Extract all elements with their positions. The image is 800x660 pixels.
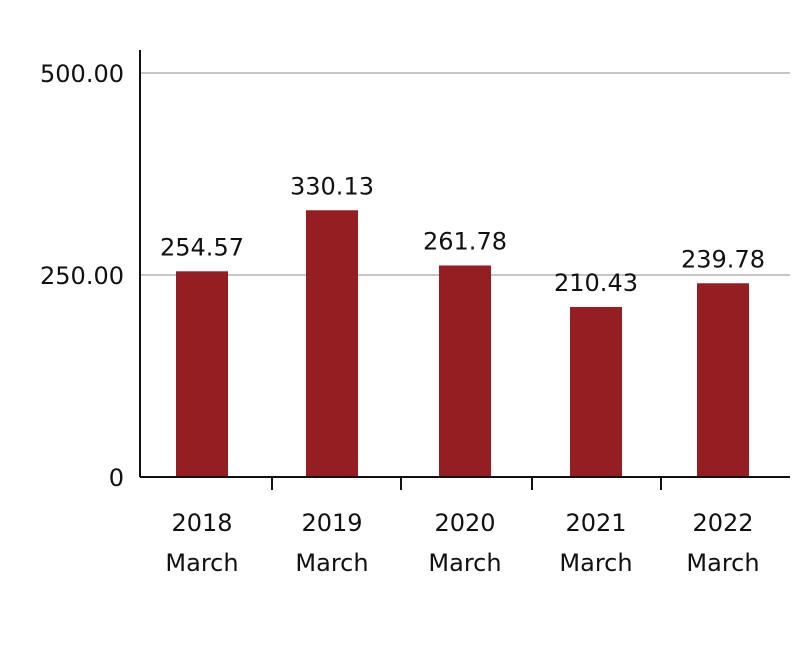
x-tick-label: March (686, 549, 759, 577)
axes (139, 50, 790, 490)
bar (176, 271, 228, 477)
bar (306, 210, 358, 478)
data-label: 210.43 (554, 269, 638, 297)
data-label: 330.13 (290, 172, 374, 200)
data-label: 254.57 (160, 233, 244, 261)
y-tick-label: 250.00 (40, 262, 124, 290)
data-label: 239.78 (681, 245, 765, 273)
x-tick-label: March (165, 549, 238, 577)
x-tick-label: 2020 (434, 509, 495, 537)
x-tick-label: 2019 (301, 509, 362, 537)
bar (439, 265, 491, 477)
labels: 0 250.00 500.00 254.57 330.13 261.78 210.43 239… (40, 60, 765, 577)
y-tick-label: 500.00 (40, 60, 124, 88)
y-tick-label: 0 (109, 464, 124, 492)
x-tick-label: March (428, 549, 501, 577)
bar (570, 306, 622, 477)
x-tick-label: 2022 (692, 509, 753, 537)
x-tick-label: 2018 (171, 509, 232, 537)
x-tick-label: 2021 (565, 509, 626, 537)
bars (176, 210, 749, 478)
data-label: 261.78 (423, 227, 507, 255)
bar (697, 283, 749, 477)
x-tick-label: March (559, 549, 632, 577)
x-tick-label: March (295, 549, 368, 577)
